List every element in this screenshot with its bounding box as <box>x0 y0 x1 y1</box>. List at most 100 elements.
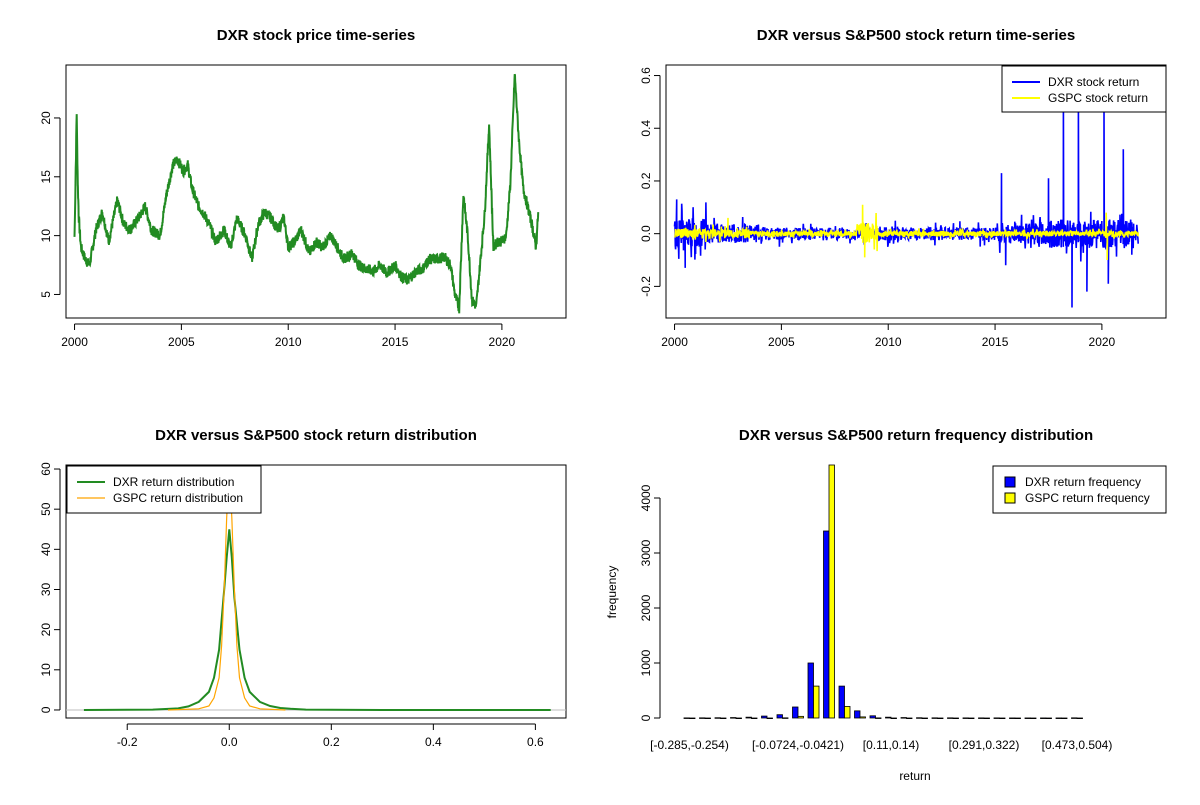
bar-gspc <box>921 717 928 720</box>
legend-label: GSPC return distribution <box>113 491 243 505</box>
bar-dxr <box>714 717 721 719</box>
bar-dxr <box>978 717 985 719</box>
y-tick-label: 30 <box>39 582 53 596</box>
legend-label: DXR stock return <box>1048 75 1139 89</box>
bar-dxr <box>699 717 706 719</box>
y-tick-label: 60 <box>39 462 53 476</box>
chart-title: DXR versus S&P500 stock return time-seri… <box>757 27 1075 44</box>
bar-dxr <box>745 716 752 719</box>
bar-dxr <box>730 717 737 719</box>
legend-label: DXR return distribution <box>113 475 234 489</box>
bar-dxr <box>885 716 892 719</box>
legend-box <box>992 465 1167 514</box>
bar-dxr <box>807 662 814 719</box>
x-tick-label: 2020 <box>489 335 516 349</box>
panel-return-frequency: DXR versus S&P500 return frequency distr… <box>605 427 1167 783</box>
legend-box <box>66 465 262 514</box>
bar-gspc <box>968 717 975 720</box>
y-tick-label: 20 <box>39 623 53 637</box>
bar-dxr <box>1055 717 1062 719</box>
series-line-gspc-return <box>674 204 1139 261</box>
series-line-dxr-price <box>73 73 540 314</box>
bar-gspc <box>720 717 727 720</box>
bar-gspc <box>735 717 742 720</box>
bar-gspc <box>1076 717 1083 720</box>
bar-gspc <box>844 706 851 719</box>
bar-gspc <box>813 685 820 719</box>
bar-dxr <box>931 717 938 719</box>
y-tick-label: 0.2 <box>639 172 653 189</box>
bar-gspc <box>859 716 866 719</box>
bar-gspc <box>797 715 804 719</box>
x-tick-label: 2005 <box>768 335 795 349</box>
bar-gspc <box>689 717 696 720</box>
x-tick-label: 2015 <box>982 335 1009 349</box>
bar-gspc <box>1045 717 1052 720</box>
bar-gspc <box>1061 717 1068 720</box>
bar-gspc <box>952 717 959 720</box>
bar-gspc <box>828 464 835 719</box>
y-tick-label: 15 <box>39 170 53 184</box>
y-tick-label: 1000 <box>639 649 653 676</box>
plot-frame <box>65 464 567 719</box>
bar-dxr <box>947 717 954 719</box>
panel-return-timeseries: DXR versus S&P500 stock return time-seri… <box>639 27 1167 349</box>
y-tick-label: 0.6 <box>639 67 653 84</box>
bar-dxr <box>823 530 830 719</box>
bar-dxr <box>776 714 783 719</box>
bar-dxr <box>1040 717 1047 719</box>
x-axis-label: return <box>899 769 930 783</box>
legend-swatch <box>1004 492 1016 504</box>
y-tick-label: -0.2 <box>639 276 653 297</box>
y-tick-label: 2000 <box>639 594 653 621</box>
bar-gspc <box>751 717 758 720</box>
x-tick-label: 2000 <box>661 335 688 349</box>
y-tick-label: 0.4 <box>639 120 653 137</box>
x-tick-label: 2010 <box>875 335 902 349</box>
x-tick-label: 0.6 <box>527 735 544 749</box>
x-tick-label: 2015 <box>382 335 409 349</box>
bar-dxr <box>962 717 969 719</box>
bar-dxr <box>916 717 923 719</box>
x-tick-label: 2010 <box>275 335 302 349</box>
bar-dxr <box>900 717 907 719</box>
bar-dxr <box>854 710 861 719</box>
legend-label: GSPC return frequency <box>1025 491 1150 505</box>
y-tick-label: 4000 <box>639 484 653 511</box>
bar-gspc <box>890 717 897 720</box>
y-tick-label: 40 <box>39 542 53 556</box>
x-tick-label: 0.4 <box>425 735 442 749</box>
bar-gspc <box>1014 717 1021 720</box>
bar-dxr <box>869 715 876 719</box>
legend-swatch <box>1004 476 1016 488</box>
y-tick-label: 5 <box>39 291 53 298</box>
legend-label: GSPC stock return <box>1048 91 1148 105</box>
bar-gspc <box>704 717 711 720</box>
legend-label: DXR return frequency <box>1025 475 1141 489</box>
y-tick-label: 0 <box>639 714 653 721</box>
x-tick-label: 2020 <box>1089 335 1116 349</box>
bar-dxr <box>1009 717 1016 719</box>
y-tick-label: 10 <box>39 229 53 243</box>
bar-dxr <box>993 717 1000 719</box>
panel-return-distribution: DXR versus S&P500 stock return distribut… <box>39 427 567 749</box>
bar-gspc <box>983 717 990 720</box>
series-line-dxr-density <box>83 529 551 711</box>
chart-title: DXR stock price time-series <box>217 27 415 44</box>
x-tick-label: [0.291,0.322) <box>949 738 1020 752</box>
y-tick-label: 50 <box>39 502 53 516</box>
bar-gspc <box>1030 717 1037 720</box>
bar-dxr <box>1024 717 1031 719</box>
y-tick-label: 20 <box>39 111 53 125</box>
x-tick-label: 2005 <box>168 335 195 349</box>
y-axis-label: frequency <box>605 566 619 619</box>
plot-frame <box>665 64 1167 319</box>
bar-dxr <box>838 685 845 719</box>
x-tick-label: 0.2 <box>323 735 340 749</box>
x-tick-label: 2000 <box>61 335 88 349</box>
bar-dxr <box>1071 717 1078 719</box>
bar-gspc <box>999 717 1006 720</box>
